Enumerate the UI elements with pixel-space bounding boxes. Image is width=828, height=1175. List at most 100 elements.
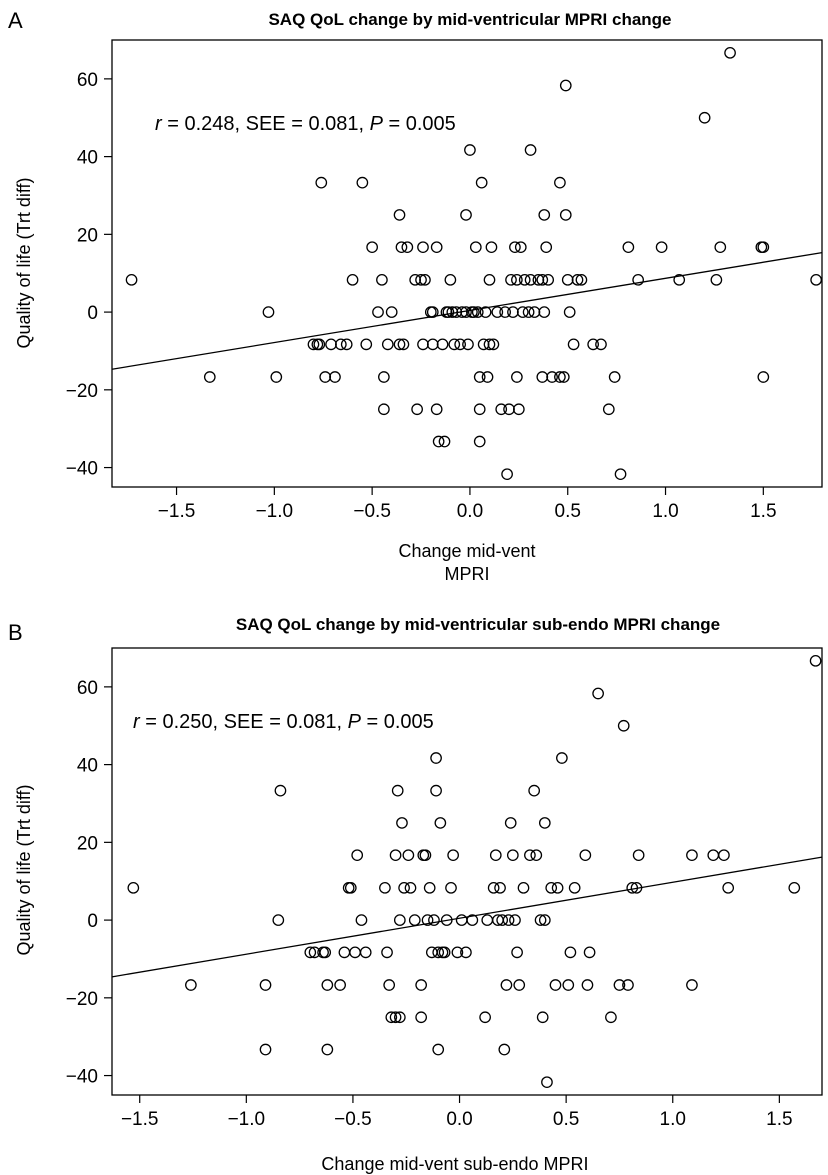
panel-a-data-point [426,306,439,318]
panel-a-data-point [595,338,607,351]
panel-a-data-point [366,241,378,254]
panel-a-x-tick-label: −1.5 [158,501,196,522]
panel-a-data-point [397,338,410,351]
panel-a-data-point [360,338,373,351]
panel-a-data-point [270,371,283,383]
panel-a-y-tick-label: 0 [87,303,98,324]
panel-a-data-point [378,403,390,416]
panel-a-data-point [499,306,511,318]
panel-b-data-point [383,979,396,991]
panel-a-data-point [469,241,482,254]
panel-b-data-point [617,719,630,732]
panel-b-p-label: P [348,711,362,733]
panel-b-data-point [393,1011,406,1024]
panel-b-data-point [415,1011,428,1024]
panel-a-title: SAQ QoL change by mid-ventricular MPRI c… [268,10,671,29]
panel-b-data-point [391,784,404,797]
panel-a-data-point [426,338,439,351]
panel-a-x-axis-label-line2: MPRI [445,564,490,584]
panel-b-annotation: r = 0.250, SEE = 0.081, P = 0.005 [133,711,434,733]
panel-a-data-point [473,403,486,416]
panel-b-data-point [404,881,417,894]
panel-b-data-point [487,881,500,894]
panel-a-data-point [559,79,572,92]
panel-a-data-point [559,209,572,221]
panel-a-data-point [522,306,535,318]
panel-a-data-point [567,338,580,351]
panel-b-x-tick-label: −0.5 [334,1109,372,1130]
panel-a-data-point [125,273,138,286]
panel-b-data-point [564,946,577,959]
panel-a-y-tick-label: 60 [77,70,98,91]
panel-a-data-point [376,273,388,286]
panel-a-y-tick-label: −20 [66,381,98,402]
panel-b-data-point [788,881,801,894]
panel-b-data-point [428,914,440,926]
panel-b-data-point [319,946,332,959]
panel-a-data-point [810,273,822,286]
panel-b-data-point [419,849,432,862]
panel-b-data-point [541,1076,553,1089]
panel-a-data-point [501,468,513,481]
panel-a-data-point [575,273,588,286]
panel-b-data-point [127,881,140,894]
panel-b-data-point [707,849,720,862]
panel-b-x-tick-label: −1.0 [228,1109,266,1130]
panel-a-data-point [448,338,461,351]
panel-b-data-point [549,979,562,991]
panel-b-data-point [630,881,643,894]
panel-a-data-point [724,46,736,59]
panel-b-data-point [415,979,428,991]
panel-a-data-point [524,144,537,156]
panel-a-data-point [518,273,531,286]
panel-a-data-point [417,338,429,351]
panel-b-data-point [568,881,581,894]
panel-a-data-point [571,273,584,286]
panel-b-data-point [408,914,421,926]
panel-a-data-point [473,371,486,383]
panel-a-data-point [409,273,422,286]
panel-a-data-point [436,338,449,351]
panel-b-data-point [581,979,594,991]
panel-a-data-point [438,435,451,448]
panel-b-data-point [479,1011,491,1024]
panel-a-data-point [325,338,337,351]
panel-b-data-point [430,784,442,797]
panel-a-data-point [471,306,484,318]
panel-b-data-point [185,979,197,991]
panel-a-data-point [393,338,406,351]
panel-a-data-point [430,403,443,416]
panel-b-data-point [551,881,564,894]
panel-b-data-point [344,881,357,894]
panel-b-x-tick-label: 0.5 [553,1109,579,1130]
panel-a-data-point [346,273,359,286]
panel-a-data-point [473,435,486,448]
panel-a-data-point [411,403,423,416]
panel-a-data-point [483,338,496,351]
panel-a-data-point [203,371,216,383]
panel-b-data-point [466,914,479,926]
panel-b-x-tick-label: −1.5 [121,1109,159,1130]
panel-a-data-point [487,338,500,351]
panel-b-data-point [349,946,361,959]
panel-a-data-point [655,241,668,254]
panel-a-p-value: = 0.005 [383,113,456,135]
panel-a-data-point [757,371,770,383]
panel-a: A SAQ QoL change by mid-ventricular MPRI… [8,8,823,584]
panel-b-data-point [355,914,368,926]
panel-b-data-point [496,914,509,926]
panel-a-data-point [454,338,467,351]
panel-a-data-point [460,209,472,221]
panel-b-data-point [613,979,626,991]
panel-a-data-point [540,241,553,254]
panel-a-data-point [481,371,494,383]
panel-b-data-point [451,946,464,959]
panel-a-data-point [536,371,549,383]
panel-b-data-point [438,946,451,959]
panel-b-data-point [509,914,521,926]
panel-a-data-point [536,273,549,286]
panel-b-data-point [524,849,536,862]
panel-a-data-point [622,241,635,254]
panel-b-data-point [440,914,453,926]
panel-a-p-label: P [370,113,384,135]
